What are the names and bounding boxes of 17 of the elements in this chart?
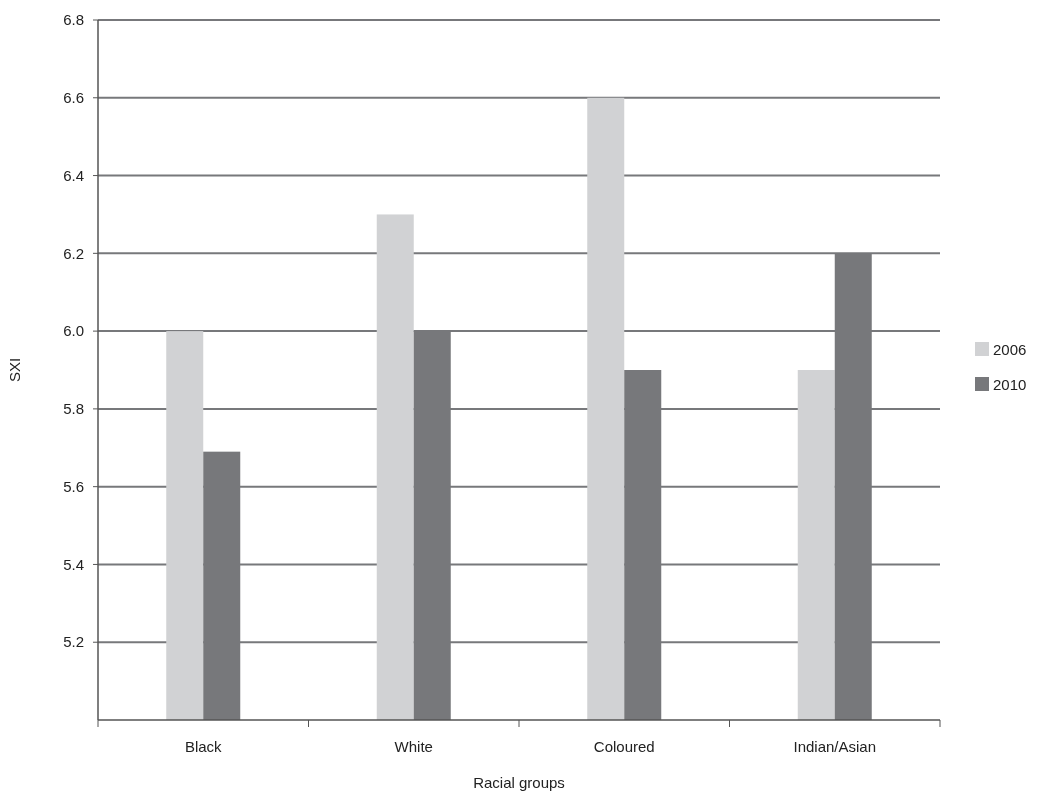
legend-label: 2006 <box>993 341 1027 359</box>
y-tick-label: 6.6 <box>63 89 84 107</box>
y-tick-label: 6.8 <box>63 11 84 29</box>
y-tick-label: 6.4 <box>63 166 84 184</box>
x-tick-label: Black <box>184 738 223 755</box>
y-tick-label: 6.0 <box>63 322 84 340</box>
x-tick-label: Indian/Asian <box>793 738 877 755</box>
y-axis-title: SXI <box>6 357 23 383</box>
x-axis-title: Racial groups <box>473 774 565 791</box>
y-tick-label: 6.2 <box>63 244 84 262</box>
y-tick-label: 5.2 <box>63 633 84 651</box>
y-tick-label: 5.4 <box>63 555 84 573</box>
legend-label: 2010 <box>993 376 1027 394</box>
y-tick-label: 5.8 <box>63 400 84 418</box>
y-tick-label: 5.6 <box>63 477 84 495</box>
x-tick-label: White <box>394 738 433 755</box>
x-tick-label: Coloured <box>593 738 655 755</box>
